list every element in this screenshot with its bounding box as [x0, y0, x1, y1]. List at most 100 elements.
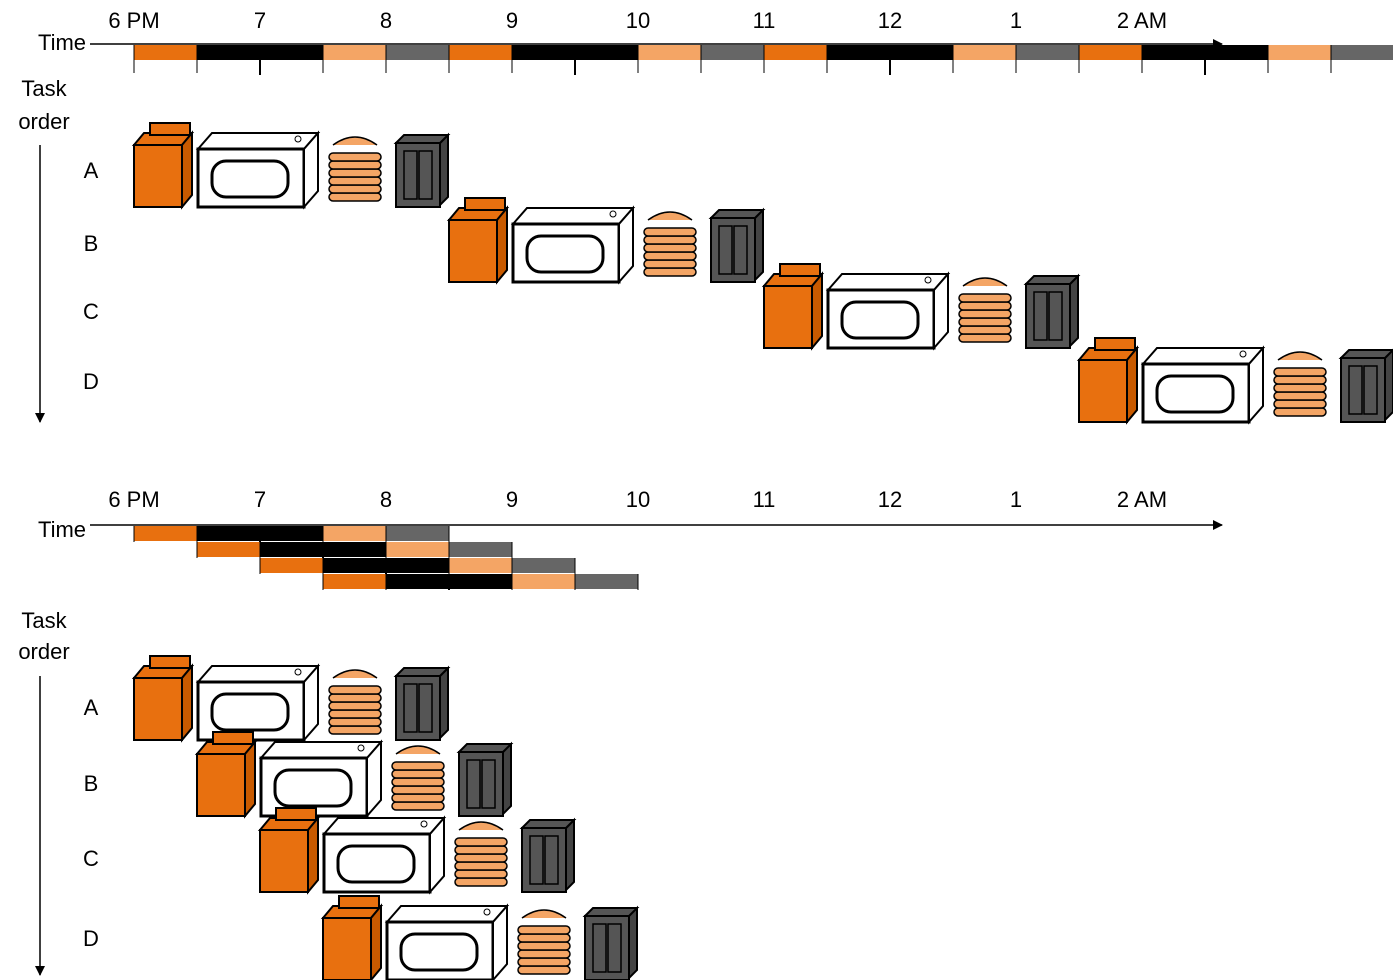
- stage-bar: [386, 542, 449, 557]
- time-label: 10: [626, 8, 650, 33]
- stage-bar: [764, 45, 827, 60]
- time-label: 2 AM: [1117, 487, 1167, 512]
- time-label: 8: [380, 487, 392, 512]
- washer-side: [182, 666, 192, 740]
- stage-bar: [449, 558, 512, 573]
- closet-top: [1026, 276, 1078, 284]
- dry-icon: [1143, 348, 1263, 422]
- stage-bar: [197, 542, 260, 557]
- wash-icon: [260, 808, 318, 892]
- washer-body: [197, 754, 245, 816]
- folded-clothes: [518, 958, 570, 966]
- folded-clothes: [518, 942, 570, 950]
- folded-clothes: [1274, 384, 1326, 392]
- store-icon: [459, 744, 511, 816]
- folded-clothes: [329, 153, 381, 161]
- dry-icon: [387, 906, 507, 980]
- stage-bar: [134, 526, 197, 541]
- closet-side: [755, 210, 763, 280]
- folded-clothes: [518, 966, 570, 974]
- stage-bar: [1016, 45, 1079, 60]
- task-label: D: [83, 369, 99, 394]
- washer-body: [134, 678, 182, 740]
- stage-bar: [512, 558, 575, 573]
- folded-clothes: [644, 228, 696, 236]
- dryer-knob: [1240, 351, 1246, 357]
- folded-clothes: [455, 854, 507, 862]
- store-icon: [1341, 350, 1393, 422]
- fold-icon: [329, 137, 381, 201]
- dryer-knob: [925, 277, 931, 283]
- dry-icon: [261, 742, 381, 816]
- dry-icon: [828, 274, 948, 348]
- closet-top: [1341, 350, 1393, 358]
- closet-top: [459, 744, 511, 752]
- task-axis-label: order: [18, 109, 69, 134]
- washer-side: [182, 133, 192, 207]
- washer-body: [449, 220, 497, 282]
- folded-clothes: [644, 268, 696, 276]
- fold-icon: [392, 746, 444, 810]
- washer-side: [812, 274, 822, 348]
- folded-clothes: [392, 770, 444, 778]
- washer-panel: [150, 656, 190, 668]
- store-icon: [396, 135, 448, 207]
- stage-bar: [1079, 45, 1142, 60]
- folded-clothes: [392, 786, 444, 794]
- task-label: A: [84, 695, 99, 720]
- folded-clothes: [329, 185, 381, 193]
- folded-clothes: [455, 870, 507, 878]
- clothes-top: [522, 910, 566, 918]
- wash-icon: [197, 732, 255, 816]
- clothes-top: [648, 212, 692, 220]
- clothes-top: [1278, 352, 1322, 360]
- washer-panel: [213, 732, 253, 744]
- washer-side: [371, 906, 381, 980]
- dryer-knob: [610, 211, 616, 217]
- stage-bar: [323, 526, 386, 541]
- stage-bar: [512, 574, 575, 589]
- folded-clothes: [455, 846, 507, 854]
- stage-bar: [449, 542, 512, 557]
- washer-panel: [276, 808, 316, 820]
- closet-side: [440, 668, 448, 738]
- stage-bar: [323, 45, 386, 60]
- wash-icon: [449, 198, 507, 282]
- time-label: 9: [506, 8, 518, 33]
- task-axis-label: Task: [21, 608, 67, 633]
- closet-body: [396, 676, 440, 740]
- time-label: 1: [1010, 487, 1022, 512]
- time-label: 7: [254, 8, 266, 33]
- folded-clothes: [329, 726, 381, 734]
- clothes-top: [333, 137, 377, 145]
- stage-bar: [449, 45, 512, 60]
- washer-body: [1079, 360, 1127, 422]
- dryer-door: [1157, 376, 1233, 412]
- folded-clothes: [329, 710, 381, 718]
- dry-icon: [324, 818, 444, 892]
- dryer-door: [212, 161, 288, 197]
- closet-side: [1070, 276, 1078, 346]
- washer-body: [260, 830, 308, 892]
- closet-top: [585, 908, 637, 916]
- folded-clothes: [644, 260, 696, 268]
- time-label: 12: [878, 8, 902, 33]
- task-axis-label: Task: [21, 76, 67, 101]
- folded-clothes: [455, 878, 507, 886]
- store-icon: [396, 668, 448, 740]
- time-label: 7: [254, 487, 266, 512]
- folded-clothes: [1274, 392, 1326, 400]
- folded-clothes: [1274, 400, 1326, 408]
- folded-clothes: [392, 778, 444, 786]
- folded-clothes: [518, 950, 570, 958]
- time-label: 12: [878, 487, 902, 512]
- laundry-diagram: Time6 PM78910111212 AMTaskorderABCDTime6…: [0, 0, 1393, 980]
- folded-clothes: [644, 252, 696, 260]
- folded-clothes: [959, 302, 1011, 310]
- stage-bar: [134, 45, 197, 60]
- stage-bar: [953, 45, 1016, 60]
- task-label: C: [83, 846, 99, 871]
- closet-top: [396, 135, 448, 143]
- folded-clothes: [329, 177, 381, 185]
- folded-clothes: [518, 926, 570, 934]
